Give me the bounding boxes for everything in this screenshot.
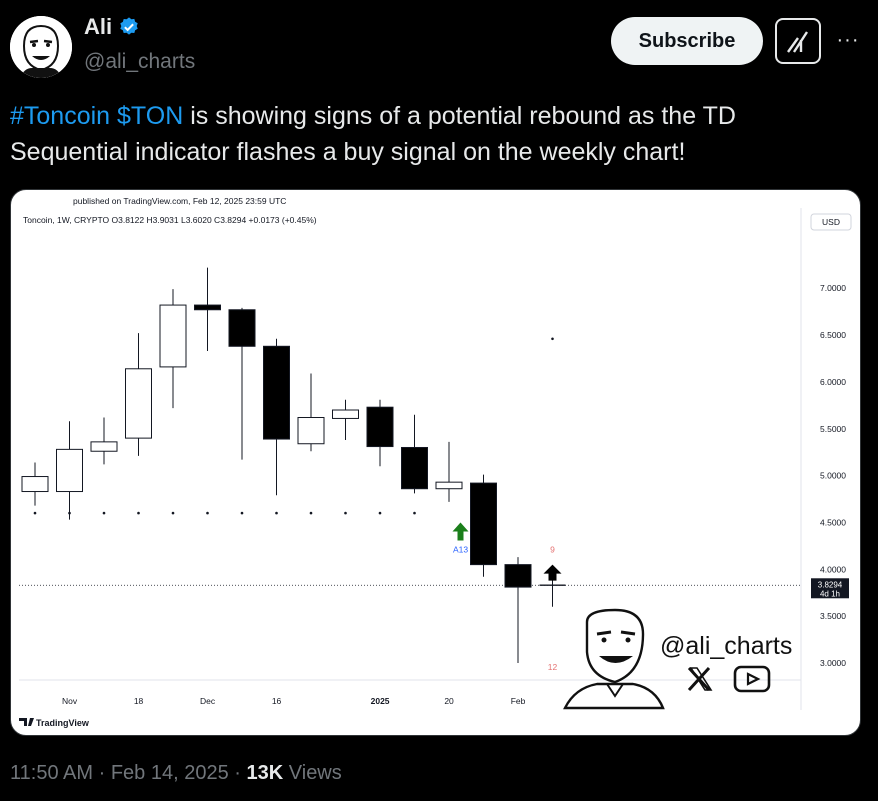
more-icon: ··· [836, 28, 860, 51]
td-setup-dot [413, 511, 416, 515]
tweet-media-chart[interactable]: published on TradingView.com, Feb 12, 20… [10, 189, 861, 736]
watermark-handle: @ali_charts [660, 632, 792, 660]
currency-label: USD [822, 217, 840, 227]
price-axis: 7.0000 6.5000 6.0000 5.5000 5.0000 4.5000 4.00… [820, 283, 846, 668]
author-name-row: Ali [84, 14, 140, 40]
current-price-value: 3.8294 [818, 580, 843, 589]
tweet-time[interactable]: 11:50 AM [10, 762, 94, 784]
candle-body [332, 409, 359, 419]
price-tick-label: 6.0000 [820, 377, 846, 387]
td-setup-dot [275, 511, 278, 515]
time-tick-label: Dec [200, 696, 216, 706]
setup-arrow-icon [543, 564, 562, 581]
candle-body [90, 441, 118, 452]
buy-arrow-label: A13 [453, 544, 468, 554]
price-tick-label: 5.5000 [820, 424, 846, 434]
candles [21, 267, 566, 663]
candle-body [125, 368, 152, 439]
time-tick-label: Nov [62, 696, 78, 706]
countdown-count-label: 12 [548, 662, 558, 672]
symbol-info: Toncoin, 1W, CRYPTO O3.8122 H3.9031 L3.6… [23, 215, 317, 225]
cartoon-face-icon [563, 608, 665, 710]
candle-body [504, 564, 532, 588]
currency-badge [810, 213, 852, 231]
candle-body [194, 304, 221, 311]
td-setup-dot [551, 337, 554, 341]
candle-body [435, 481, 463, 490]
td-setup-dot [137, 511, 140, 515]
candle-body [470, 482, 497, 566]
td-setup-dot [240, 511, 244, 515]
candle-body [401, 446, 428, 490]
tradingview-logo-icon [19, 718, 34, 726]
time-tick-label: 20 [444, 696, 454, 706]
tradingview-logo: TradingView [19, 718, 90, 728]
price-tick-label: 5.0000 [820, 471, 846, 481]
current-price-tag [811, 578, 849, 599]
candle-body [366, 406, 394, 448]
views-count: 13K [246, 762, 284, 784]
grok-button[interactable] [775, 18, 821, 64]
time-tick-label: 16 [272, 696, 282, 706]
td-setup-dot [309, 511, 313, 515]
time-tick-label: Feb [511, 696, 526, 706]
meta-separator: · [98, 762, 106, 784]
published-note: published on TradingView.com, Feb 12, 20… [73, 196, 286, 206]
watermark: @ali_charts [563, 608, 792, 710]
avatar-face-icon [10, 16, 72, 78]
verified-badge-icon [120, 17, 138, 35]
td-setup-dot [171, 511, 175, 515]
candle-body [56, 448, 83, 493]
views-label: Views [288, 762, 342, 784]
tweet-text: #Toncoin $TON is showing signs of a pote… [10, 98, 870, 170]
buy-arrow-icon [452, 522, 469, 541]
tradingview-logo-text: TradingView [36, 718, 90, 728]
tweet-meta: 11:50 AM · Feb 14, 2025 · 13K Views [10, 762, 342, 785]
x-logo-icon [687, 666, 713, 692]
td-markers: A13 9 12 [33, 337, 562, 672]
td-setup-dot [33, 511, 37, 515]
hashtag-link[interactable]: #Toncoin [10, 102, 111, 130]
candle-body [228, 309, 256, 347]
tweet-date[interactable]: Feb 14, 2025 [110, 762, 229, 784]
td-setup-dot [68, 511, 71, 515]
td-setup-dot [206, 511, 209, 515]
time-tick-label: 18 [134, 696, 144, 706]
price-chart: published on TradingView.com, Feb 12, 20… [19, 196, 852, 728]
avatar[interactable] [10, 16, 72, 78]
subscribe-button[interactable]: Subscribe [611, 17, 763, 65]
td-setup-dot [378, 511, 382, 515]
youtube-logo-icon [733, 665, 771, 693]
candle-body [297, 417, 325, 445]
tweet-text-line2: Sequential indicator flashes a buy signa… [10, 138, 686, 166]
display-name[interactable]: Ali [84, 14, 113, 39]
tweet-text-line1: is showing signs of a potential rebound … [190, 102, 736, 130]
grok-icon [787, 31, 809, 53]
td-setup-dot [344, 511, 347, 515]
price-tick-label: 4.0000 [820, 564, 846, 574]
price-tick-label: 3.5000 [820, 611, 846, 621]
time-tick-label: 2025 [371, 696, 390, 706]
candle-body [263, 345, 290, 440]
td-setup-dot [102, 511, 106, 515]
candle-body [159, 304, 187, 368]
setup-count-label: 9 [550, 545, 555, 555]
countdown: 4d 1h [820, 589, 840, 598]
author-handle[interactable]: @ali_charts [84, 50, 196, 73]
price-tick-label: 3.0000 [820, 658, 846, 668]
more-options-button[interactable]: ··· [833, 25, 863, 55]
price-tick-label: 4.5000 [820, 517, 846, 527]
price-tick-label: 7.0000 [820, 283, 846, 293]
meta-separator: · [234, 762, 241, 784]
candle-body [21, 476, 49, 493]
cashtag-link[interactable]: $TON [117, 102, 184, 130]
price-tick-label: 6.5000 [820, 330, 846, 340]
